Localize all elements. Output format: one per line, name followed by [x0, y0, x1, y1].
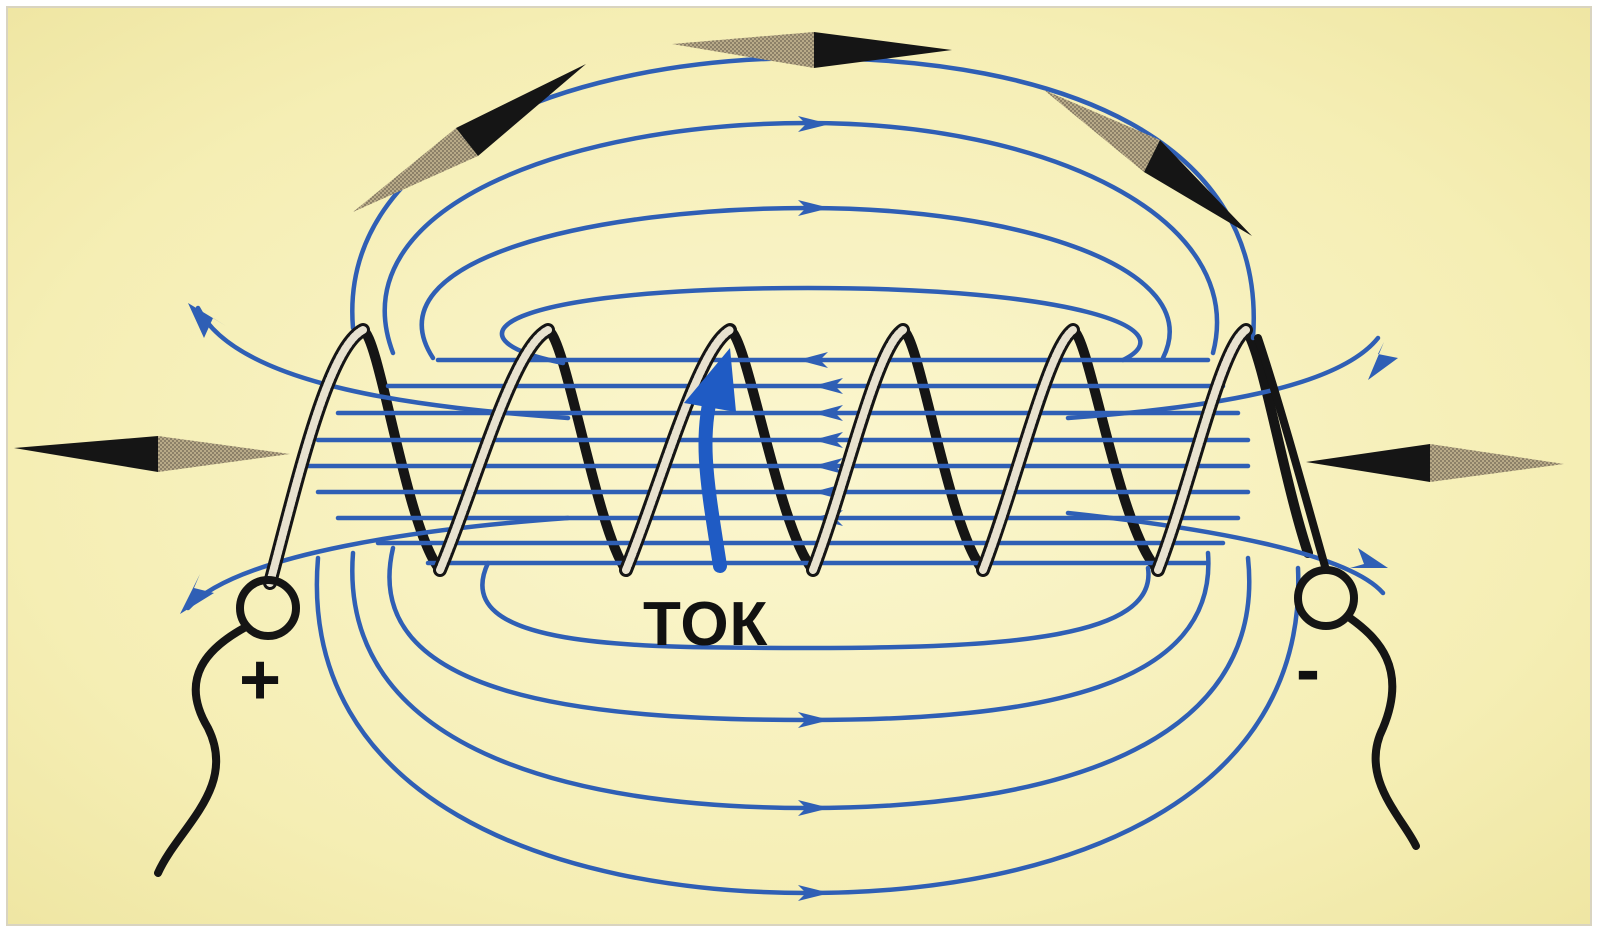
compass-needle-icon [1306, 444, 1564, 482]
field-arrow-icon [180, 574, 214, 614]
lead-wire-positive [154, 624, 248, 877]
coil-front-segments [263, 323, 1253, 590]
field-arrow-icon [798, 116, 830, 132]
lead-wire-negative [1346, 614, 1420, 850]
field-loop-top-inner [499, 285, 1143, 366]
coil-front-turn-2 [436, 326, 552, 574]
field-arrow-icon [798, 200, 830, 216]
field-flare-right-bottom [1065, 510, 1386, 596]
field-arrow-icon [813, 378, 843, 394]
field-arrow-icon [798, 800, 830, 816]
diagram-canvas [14, 32, 1564, 901]
field-arrow-icon [1368, 342, 1398, 380]
current-arrow-icon [684, 348, 736, 573]
compass-needle-icon [672, 32, 952, 68]
field-loop-top-2 [382, 120, 1220, 356]
coil-front-turn-3 [622, 326, 734, 574]
negative-terminal-label: - [1296, 630, 1320, 710]
coil-front-turn-6 [1154, 326, 1250, 574]
coil-front-turn-1 [266, 326, 367, 587]
field-arrow-icon [813, 405, 843, 421]
coil-back-turn-4 [898, 325, 988, 575]
current-label: ТОК [643, 590, 769, 659]
positive-terminal-label: + [239, 640, 282, 720]
field-arrow-icon [798, 885, 830, 901]
coil-back-turn-5 [1068, 325, 1163, 575]
field-arrow-icon [188, 303, 226, 338]
terminal-ring-icon [236, 576, 300, 640]
field-arrow-icon [813, 458, 843, 474]
compass-needle-icon [353, 64, 586, 212]
field-arrow-icon [798, 352, 828, 368]
coil-back-turn-1 [358, 325, 445, 575]
field-loop-top-outer [350, 55, 1256, 341]
terminals [154, 334, 1420, 877]
compass-needle-icon [1044, 90, 1252, 236]
field-loop-bottom-inner [480, 560, 1151, 651]
terminal-ring-icon [1294, 566, 1358, 630]
field-lines [185, 55, 1386, 896]
field-arrow-icon [798, 712, 830, 728]
coil-front-turn-5 [979, 326, 1077, 574]
field-arrow-icon [813, 432, 843, 448]
coil-front-turn-4 [809, 326, 907, 574]
compass-needles [14, 32, 1564, 482]
coil-back-turn-2 [543, 325, 631, 575]
field-loop-bottom-3 [387, 545, 1211, 723]
coil-end-right [1254, 334, 1330, 574]
solenoid-field-diagram: ТОК + - [6, 6, 1592, 926]
compass-needle-icon [14, 436, 290, 472]
field-flare-left-bottom [185, 515, 571, 611]
coil-back-segments [358, 325, 1313, 575]
coil-back-turn-3 [725, 325, 818, 575]
field-arrow-icon [1350, 548, 1388, 568]
coil-back-turn-6 [1241, 325, 1313, 558]
